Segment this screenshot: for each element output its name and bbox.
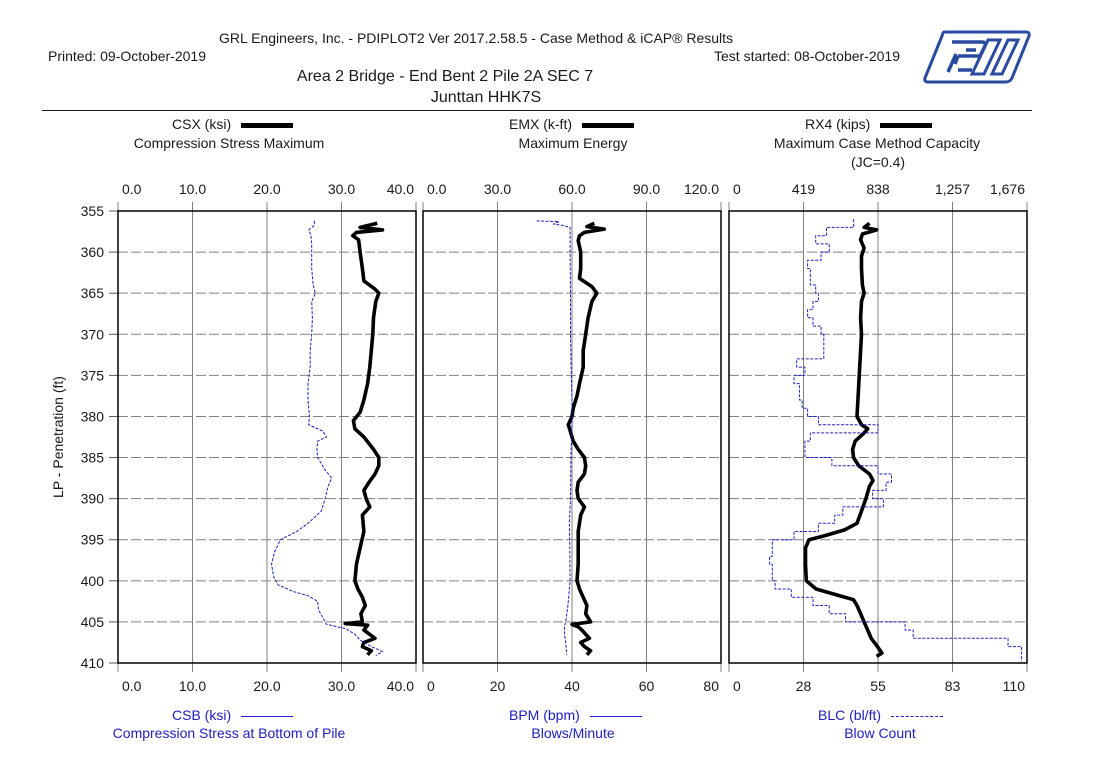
y-tick-label-370: 370 [81, 326, 105, 342]
legend-csb-description: Compression Stress at Bottom of Pile [112, 725, 346, 741]
right-bottom-tick-label-1: 28 [796, 678, 812, 694]
right-bottom-tick-label-4: 110 [1003, 678, 1026, 694]
middle-panel-frame [422, 210, 722, 664]
legend-bpm-description: Blows/Minute [531, 725, 615, 741]
middle-top-tick-label-4: 120.0 [684, 181, 719, 197]
left-top-tick-label-2: 20.0 [253, 181, 280, 197]
right-bottom-tick-label-3: 83 [945, 678, 961, 694]
middle-series-bpm [536, 220, 573, 655]
y-tick-label-365: 365 [81, 285, 105, 301]
left-bottom-tick-label-0: 0.0 [122, 678, 142, 694]
pdi-logo-icon [923, 30, 1031, 84]
y-tick-label-390: 390 [81, 491, 105, 507]
right-series-blc [769, 219, 1023, 662]
legend-csx-description: Compression Stress Maximum [133, 135, 325, 151]
printed-date: Printed: 09-October-2019 [48, 48, 206, 64]
test-started-date: Test started: 08-October-2019 [714, 48, 900, 64]
left-top-tick-label-1: 10.0 [179, 181, 206, 197]
software-line: GRL Engineers, Inc. - PDIPLOT2 Ver 2017.… [218, 30, 734, 46]
middle-bottom-tick-label-1: 20 [490, 678, 506, 694]
right-bottom-tick-label-0: 0 [733, 678, 741, 694]
legend-emx-label: EMX (k-ft) [509, 116, 572, 132]
left-top-tick-label-0: 0.0 [122, 181, 142, 197]
y-tick-label-395: 395 [81, 532, 105, 548]
left-series-csx [343, 221, 385, 657]
header-rule [42, 110, 1032, 111]
legend-bpm-label: BPM (bpm) [509, 707, 580, 723]
legend-rx4: RX4 (kips) [805, 116, 933, 132]
legend-csx-swatch [241, 122, 294, 128]
legend-csb-label: CSB (ksi) [172, 707, 232, 723]
legend-rx4-swatch [880, 122, 933, 128]
middle-bottom-tick-label-3: 60 [639, 678, 655, 694]
legend-blc: BLC (bl/ft) [818, 707, 943, 723]
right-top-tick-label-1: 419 [792, 181, 816, 197]
middle-top-tick-label-0: 0.0 [427, 181, 447, 197]
left-bottom-tick-label-1: 10.0 [179, 678, 206, 694]
legend-csx-label: CSX (ksi) [172, 116, 232, 132]
legend-csx: CSX (ksi) [172, 116, 294, 132]
legend-rx4-label: RX4 (kips) [805, 116, 871, 132]
y-tick-label-385: 385 [81, 450, 105, 466]
middle-top-tick-label-2: 60.0 [558, 181, 585, 197]
middle-bottom-tick-label-4: 80 [703, 678, 719, 694]
legend-emx-swatch [581, 122, 634, 128]
right-top-tick-label-4: 1,676 [990, 181, 1025, 197]
legend-blc-label: BLC (bl/ft) [818, 707, 882, 723]
y-tick-label-405: 405 [81, 614, 105, 630]
y-tick-label-400: 400 [81, 573, 105, 589]
right-bottom-tick-label-2: 55 [870, 678, 886, 694]
legend-rx4-description: Maximum Case Method Capacity [773, 135, 981, 151]
y-tick-label-410: 410 [81, 655, 105, 671]
left-panel-frame [117, 210, 417, 664]
right-top-tick-label-2: 838 [866, 181, 890, 197]
legend-emx: EMX (k-ft) [509, 116, 634, 132]
middle-bottom-tick-label-2: 40 [564, 678, 580, 694]
legend-csb: CSB (ksi) [172, 707, 294, 723]
legend-rx4-note: (JC=0.4) [850, 154, 906, 170]
y-tick-label-380: 380 [81, 408, 105, 424]
project-title: Area 2 Bridge - End Bent 2 Pile 2A SEC 7 [296, 68, 594, 85]
left-bottom-tick-label-2: 20.0 [253, 678, 280, 694]
right-top-tick-label-0: 0 [733, 181, 741, 197]
middle-top-tick-label-3: 90.0 [633, 181, 660, 197]
right-panel-frame [728, 210, 1028, 664]
legend-emx-description: Maximum Energy [518, 135, 628, 151]
left-top-tick-label-3: 30.0 [328, 181, 355, 197]
right-top-tick-label-3: 1,257 [935, 181, 970, 197]
left-top-tick-label-4: 40.0 [387, 181, 414, 197]
legend-csb-swatch [241, 715, 294, 717]
left-series-csb [271, 220, 383, 657]
right-series-rx4 [803, 221, 884, 658]
y-tick-label-355: 355 [81, 203, 105, 219]
left-bottom-tick-label-4: 40.0 [387, 678, 414, 694]
hammer-name: Junttan HHK7S [430, 89, 542, 106]
y-tick-label-375: 375 [81, 367, 105, 383]
middle-bottom-tick-label-0: 0 [427, 678, 435, 694]
legend-blc-swatch [890, 715, 943, 717]
legend-bpm-swatch [589, 715, 642, 717]
middle-series-emx [566, 221, 607, 657]
middle-top-tick-label-1: 30.0 [484, 181, 511, 197]
legend-bpm: BPM (bpm) [509, 707, 642, 723]
legend-blc-description: Blow Count [844, 725, 916, 741]
left-bottom-tick-label-3: 30.0 [328, 678, 355, 694]
y-tick-label-360: 360 [81, 244, 105, 260]
